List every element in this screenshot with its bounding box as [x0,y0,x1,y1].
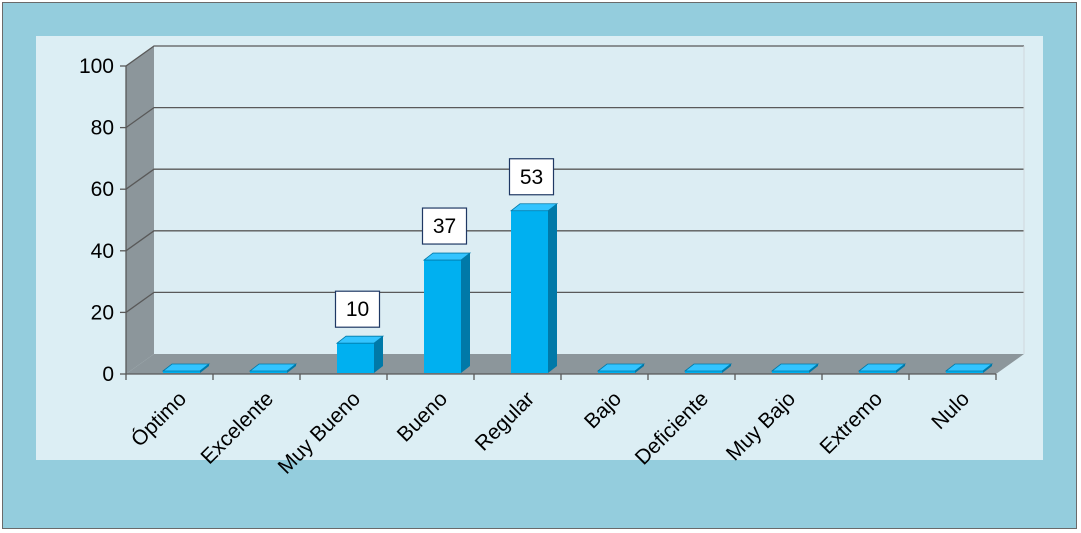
data-label: 53 [520,166,543,189]
bar-front [163,371,200,373]
gridline [125,168,1024,190]
y-tick-label: 20 [91,301,114,324]
bar-front [946,371,983,373]
bar [509,203,559,373]
bar-top [509,203,559,212]
y-tick-label: 80 [91,117,114,140]
bar [248,363,298,373]
bar [944,363,994,373]
bar-top [944,363,994,372]
y-tick-label: 40 [91,240,114,263]
data-label-box [421,207,468,245]
bar-top [683,363,733,372]
gridline [125,45,1024,67]
bar-top [335,335,385,344]
bar-side [548,203,557,373]
bar-front [337,343,374,373]
bar-top [161,363,211,372]
bar-top [596,363,646,372]
bar [683,363,733,373]
bar-side [374,336,383,373]
bar [422,252,472,373]
gridline [125,230,1024,252]
bar [161,363,211,373]
data-label-box [508,158,555,196]
side-wall [126,46,154,374]
bar [770,363,820,373]
bar-top [857,363,907,372]
bar-front [598,371,635,373]
data-label: 37 [433,215,456,238]
data-label: 10 [346,298,369,321]
bar-front [511,210,548,373]
bar-front [772,371,809,373]
back-wall [154,46,1024,354]
axes [120,65,997,380]
bar-top [422,252,472,261]
bar-front [424,260,461,373]
gridlines [125,45,1025,354]
bar [857,363,907,373]
bar-top [770,363,820,372]
gridline [125,106,1024,129]
bar-front [859,371,896,373]
bar-front [685,371,722,373]
y-tick-label: 0 [102,363,114,386]
y-tick-label: 100 [79,55,114,78]
bars [161,203,994,373]
bar-front [250,371,287,373]
bar [335,335,385,373]
bar-side [461,253,470,373]
bar-top [248,363,298,372]
y-tick-label: 60 [91,178,114,201]
bar [596,363,646,373]
gridline [125,291,1024,313]
data-label-box [334,290,381,328]
